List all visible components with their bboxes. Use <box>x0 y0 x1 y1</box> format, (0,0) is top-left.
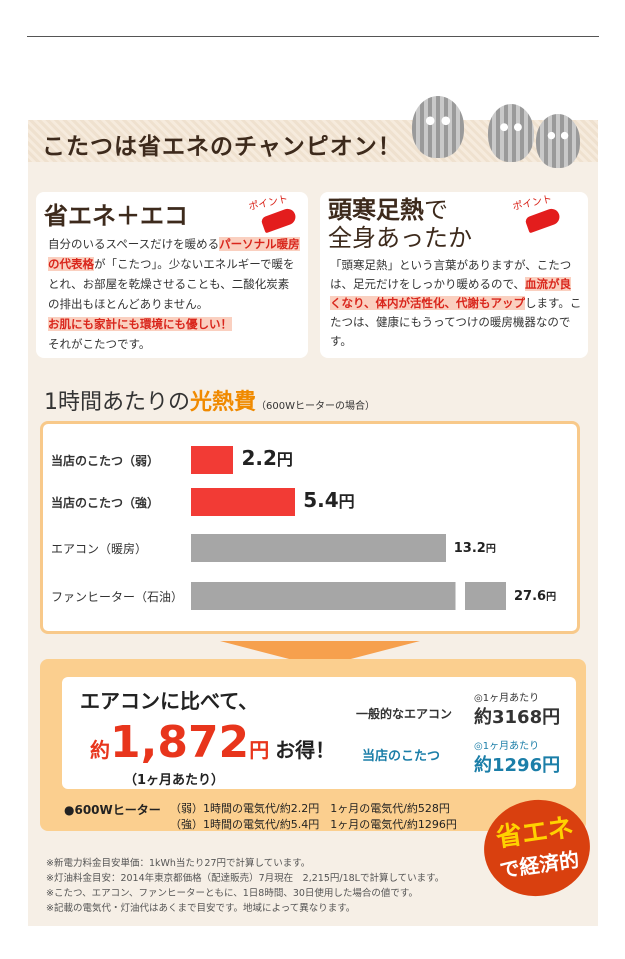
savings-summary: エアコンに比べて、 約1,872円 お得！ （1ヶ月あたり） 一般的なエアコン ◎… <box>62 677 576 789</box>
bar-value: 13.2円 <box>453 541 496 556</box>
per-month: （1ヶ月あたり） <box>124 773 225 788</box>
bar <box>191 582 506 610</box>
heater-costs: （弱）1時間の電気代/約2.2円 1ヶ月の電気代/約528円 （強）1時間の電気代… <box>170 802 457 831</box>
card-text: 「頭寒足熱」という言葉がありますが、こたつは、足元だけをしっかり暖めるので、血流… <box>330 258 582 348</box>
kotatsu-label: 当店のこたつ <box>362 749 441 764</box>
bar-label: 当店のこたつ（強） <box>51 496 160 510</box>
bar-label: エアコン（暖房） <box>51 542 148 556</box>
cat-image <box>536 114 580 168</box>
bar-label: ファンヒーター（石油） <box>51 590 184 604</box>
card-title: 省エネ＋エコ <box>44 202 188 230</box>
banner-title: こたつは省エネのチャンピオン！ <box>42 134 402 160</box>
bar-value: 27.6円 <box>514 589 557 604</box>
card-title: 頭寒足熱で 全身あったか <box>328 196 472 252</box>
cat-image <box>412 96 464 158</box>
bar-value: 2.2円 <box>241 446 293 470</box>
per-month-note: ◎1ヶ月あたり <box>474 693 540 704</box>
aircon-value: 約3168円 <box>474 707 561 728</box>
footnotes: ※新電力料金目安単価：1kWh当たり27円で計算しています。 ※灯油料金目安：20… <box>46 858 445 914</box>
section-title: 1時間あたりの光熱費（600Wヒーターの場合） <box>44 390 375 415</box>
savings-box: エアコンに比べて、 約1,872円 お得！ （1ヶ月あたり） 一般的なエアコン ◎… <box>40 659 586 831</box>
card-text: 自分のいるスペースだけを暖めるパーソナル暖房の代表格が「こたつ」。少ないエネルギ… <box>48 237 300 351</box>
bar-label: 当店のこたつ（弱） <box>51 454 160 468</box>
headline: エアコンに比べて、 <box>80 689 259 713</box>
bar <box>191 446 234 474</box>
pointing-hand-icon <box>260 206 298 234</box>
heater-label: ●600Wヒーター <box>64 803 161 817</box>
cost-chart: 当店のこたつ（弱） 2.2円当店のこたつ（強） 5.4円エアコン（暖房） 13.2円フ… <box>40 421 580 634</box>
divider <box>27 36 599 37</box>
aircon-label: 一般的なエアコン <box>356 707 453 721</box>
bar <box>191 534 446 562</box>
bar <box>191 488 296 516</box>
health-card: 頭寒足熱で 全身あったか ポイント 「頭寒足熱」という言葉がありますが、こたつは、… <box>320 192 588 358</box>
savings-amount: 約1,872円 お得！ <box>90 717 336 768</box>
cat-image <box>488 104 534 162</box>
pointing-hand-icon <box>524 206 562 234</box>
eco-card: 省エネ＋エコ ポイント 自分のいるスペースだけを暖めるパーソナル暖房の代表格が「… <box>36 192 308 358</box>
kotatsu-value: 約1296円 <box>474 755 561 776</box>
bar-value: 5.4円 <box>303 488 355 512</box>
per-month-note: ◎1ヶ月あたり <box>474 741 540 752</box>
